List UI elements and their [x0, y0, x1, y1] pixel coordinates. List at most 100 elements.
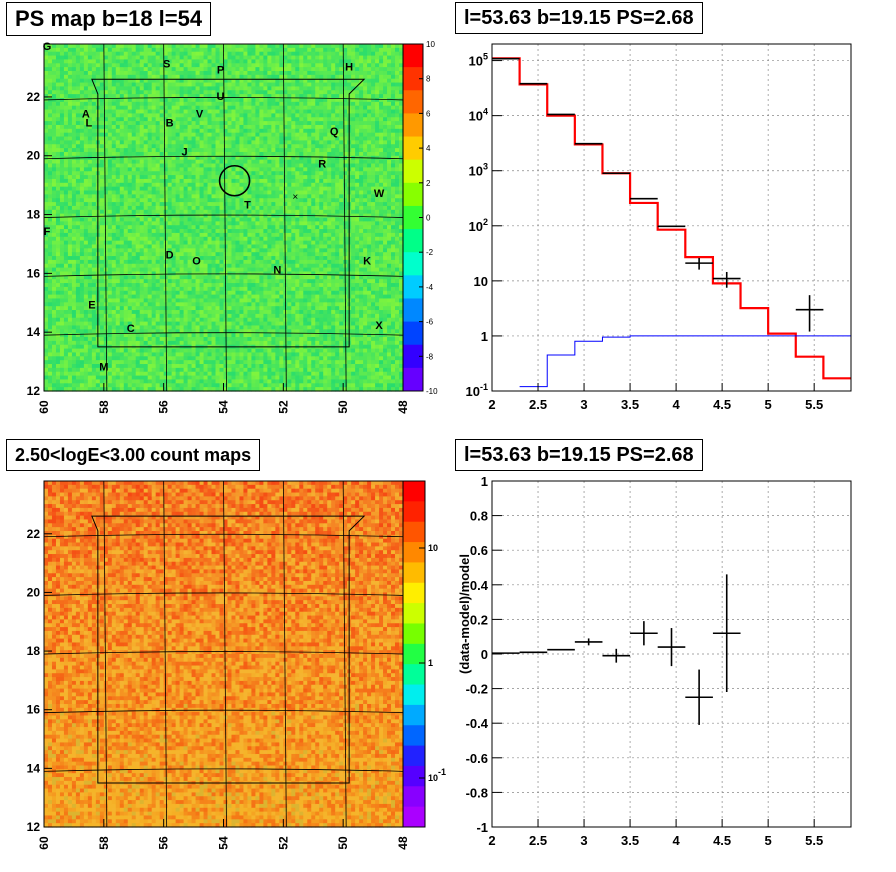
colorbar-tick-label: 0 [426, 214, 431, 223]
source-marker: G [43, 41, 52, 53]
colorbar-bin [403, 664, 425, 686]
colorbar-bin [403, 643, 425, 665]
y-tick-label: -1 [476, 820, 488, 835]
colorbar-bin [403, 275, 423, 299]
x-tick-label: 48 [396, 400, 410, 414]
y-tick-label: 20 [27, 149, 41, 163]
colorbar-tick-label: -10 [426, 387, 438, 396]
source-marker: M [99, 361, 108, 373]
x-tick-label: 52 [276, 400, 290, 414]
y-tick-label: -0.2 [466, 682, 488, 697]
x-tick-label: 4.5 [713, 397, 731, 412]
x-tick-label: 4.5 [713, 833, 731, 848]
ps-map-title: PS map b=18 l=54 [6, 2, 212, 36]
colorbar-bin [403, 136, 423, 161]
x-tick-label: 52 [276, 836, 290, 850]
y-tick-label: 105 [469, 52, 488, 69]
colorbar-bin [403, 765, 425, 787]
colorbar-bin [403, 367, 423, 392]
grid-line [43, 768, 404, 772]
colorbar-bin [403, 298, 423, 323]
source-marker: S [163, 59, 170, 71]
spectrum-frame [491, 43, 852, 392]
x-tick-label: 50 [336, 400, 350, 414]
colorbar-bin [403, 481, 425, 502]
colorbar-bin [403, 90, 423, 114]
grid-line [43, 533, 404, 538]
colorbar-bin [403, 704, 425, 726]
grid-line [43, 155, 404, 160]
grid-line [43, 592, 404, 596]
y-tick-label: 18 [27, 208, 41, 222]
x-tick-label: 58 [97, 836, 111, 850]
x-tick-label: 4 [672, 397, 680, 412]
x-tick-label: 50 [336, 836, 350, 850]
colorbar-tick-label: 4 [426, 144, 431, 153]
x-tick-label: 48 [396, 836, 410, 850]
residual-ylabel: (data-model)/model [457, 554, 472, 674]
colorbar-tick-label: -2 [426, 248, 434, 257]
colorbar-tick-label: 10-1 [428, 767, 446, 783]
source-marker: L [86, 117, 93, 129]
ps_component-series [519, 335, 851, 388]
colorbar-bin [403, 623, 425, 645]
grid-line [43, 709, 404, 714]
x-tick-label: 56 [157, 836, 171, 850]
source-marker: Q [330, 126, 339, 138]
colorbar-bin [403, 745, 425, 767]
x-tick-label: 4 [672, 833, 680, 848]
region-outline [91, 78, 366, 348]
x-tick-label: 3 [580, 397, 587, 412]
colorbar-bin [403, 521, 425, 543]
grid-line [223, 43, 227, 392]
cross-marker: × [292, 192, 298, 203]
source-marker: O [192, 256, 201, 268]
y-tick-label: 104 [469, 107, 488, 124]
x-tick-label: 54 [217, 836, 231, 850]
residual-title: l=53.63 b=19.15 PS=2.68 [455, 439, 703, 471]
colorbar-tick-label: 2 [426, 179, 431, 188]
y-tick-label: 103 [469, 162, 488, 179]
y-tick-label: 20 [27, 585, 41, 599]
source-marker: P [217, 64, 224, 76]
grid-line [43, 273, 404, 277]
colorbar-bin [403, 542, 425, 563]
x-tick-label: 5.5 [805, 397, 823, 412]
colorbar-bin [403, 252, 423, 276]
y-tick-label: 0.4 [470, 578, 489, 593]
grid-line [342, 43, 347, 392]
grid-line [103, 43, 108, 392]
y-tick-label: 12 [27, 820, 41, 834]
y-tick-label: -0.6 [466, 751, 488, 766]
y-tick-label: -0.4 [466, 716, 489, 731]
colorbar-tick-label: 10 [428, 543, 438, 553]
grid-line [43, 332, 404, 336]
x-tick-label: 2 [488, 397, 495, 412]
colorbar-tick-label: 6 [426, 109, 431, 118]
source-marker: A [82, 109, 90, 121]
grid-line [43, 651, 404, 655]
colorbar-bin [403, 786, 425, 808]
y-tick-label: 0 [481, 647, 488, 662]
spectrum-title: l=53.63 b=19.15 PS=2.68 [455, 2, 703, 34]
colorbar-bin [403, 44, 423, 68]
x-tick-label: 5 [765, 397, 772, 412]
grid-line [43, 97, 404, 101]
y-tick-label: 22 [27, 527, 41, 541]
colorbar-tick-label: 10 [426, 40, 435, 49]
y-tick-label: 0.8 [470, 509, 488, 524]
colorbar-bin [403, 501, 425, 523]
source-marker: U [217, 91, 225, 103]
y-tick-label: 10 [474, 274, 488, 289]
x-tick-label: 54 [217, 400, 231, 414]
y-tick-label: 16 [27, 266, 41, 280]
source-marker: F [44, 226, 51, 238]
colorbar-frame [402, 480, 426, 828]
grid-line [342, 480, 347, 828]
colorbar-bin [403, 321, 423, 346]
source-marker: K [363, 256, 371, 268]
y-tick-label: 18 [27, 644, 41, 658]
count_map-plot [43, 480, 404, 828]
model-series [492, 57, 851, 380]
